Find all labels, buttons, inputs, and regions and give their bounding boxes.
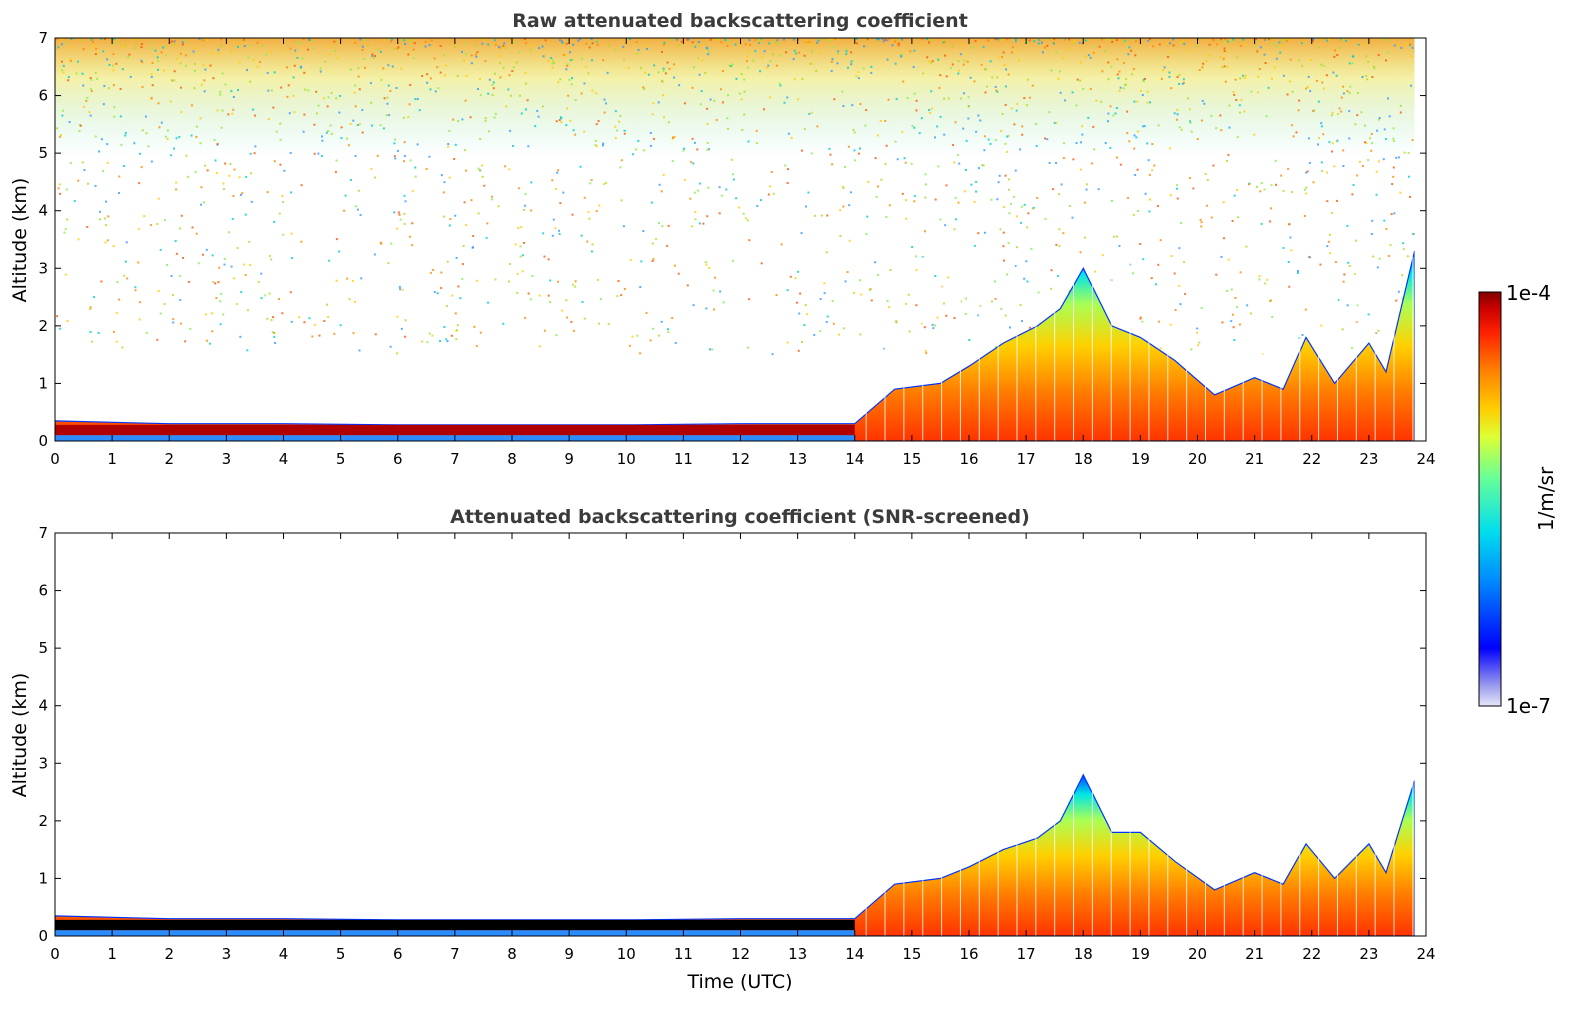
colorbar-max-label: 1e-4 <box>1506 281 1551 305</box>
shallow-layer-core <box>55 424 855 436</box>
plot-frame-screened <box>54 532 1427 937</box>
x-tick-label: 8 <box>507 945 517 963</box>
x-tick-label: 18 <box>1074 450 1093 468</box>
y-tick-label: 6 <box>38 87 48 105</box>
x-tick-label: 9 <box>564 450 574 468</box>
y-tick-label: 3 <box>38 754 48 772</box>
heatmap-raw <box>55 38 1426 441</box>
x-tick-label: 4 <box>279 450 289 468</box>
data-gaps <box>865 751 1414 936</box>
x-tick-label: 9 <box>564 945 574 963</box>
no-data-strip <box>1414 38 1426 441</box>
y-tick-label: 5 <box>38 639 48 657</box>
y-tick-label: 7 <box>38 29 48 47</box>
x-tick-label: 0 <box>50 945 60 963</box>
no-data-strip <box>1414 533 1426 936</box>
heatmap-screened <box>55 533 1426 936</box>
x-tick-label: 20 <box>1188 945 1207 963</box>
x-tick-label: 21 <box>1245 945 1264 963</box>
x-tick-label: 24 <box>1416 945 1435 963</box>
x-tick-label: 4 <box>279 945 289 963</box>
data-gaps <box>865 256 1414 441</box>
shallow-layer-core <box>55 919 855 931</box>
y-tick-label: 7 <box>38 524 48 542</box>
x-tick-label: 19 <box>1131 450 1150 468</box>
y-tick-label: 6 <box>38 582 48 600</box>
x-tick-label: 7 <box>450 450 460 468</box>
x-tick-label: 1 <box>107 945 117 963</box>
x-tick-label: 12 <box>731 450 750 468</box>
x-tick-label: 14 <box>845 945 864 963</box>
x-tick-label: 10 <box>617 945 636 963</box>
x-tick-label: 23 <box>1359 450 1378 468</box>
y-tick-label: 1 <box>38 374 48 392</box>
boundary-layer-plume <box>55 773 1416 936</box>
colorbar-unit-label: 1/m/sr <box>1534 466 1558 531</box>
axes-screened: 0 1 2 3 4 5 6 7 8 9 10 11 12 13 14 15 16 17 18 19 20 21 22 23 24… <box>38 524 1435 963</box>
y-tick-label: 2 <box>38 812 48 830</box>
y-tick-label: 5 <box>38 144 48 162</box>
x-tick-label: 1 <box>107 450 117 468</box>
panel-raw: Raw attenuated backscattering coefficien… <box>9 10 1436 468</box>
x-tick-label: 16 <box>959 945 978 963</box>
axes-raw: 0 1 2 3 4 5 6 7 8 9 10 11 12 13 14 15 16 17 18 19 20 21 22 23 24… <box>38 29 1435 468</box>
x-tick-label: 6 <box>393 945 403 963</box>
boundary-layer-plume <box>55 250 1416 441</box>
x-tick-label: 0 <box>50 450 60 468</box>
chart-title-screened: Attenuated backscattering coefficient (S… <box>450 506 1030 528</box>
y-tick-label: 2 <box>38 317 48 335</box>
x-tick-label: 18 <box>1074 945 1093 963</box>
y-tick-label: 4 <box>38 697 48 715</box>
x-tick-label: 11 <box>674 450 693 468</box>
x-tick-label: 17 <box>1017 450 1036 468</box>
x-tick-label: 22 <box>1302 450 1321 468</box>
y-tick-label: 0 <box>38 432 48 450</box>
colorbar-min-label: 1e-7 <box>1506 694 1551 718</box>
x-tick-label: 21 <box>1245 450 1264 468</box>
x-tick-label: 16 <box>959 450 978 468</box>
y-tick-label: 4 <box>38 202 48 220</box>
x-tick-label: 7 <box>450 945 460 963</box>
x-tick-label: 24 <box>1416 450 1435 468</box>
panel-screened: Attenuated backscattering coefficient (S… <box>9 506 1436 993</box>
x-tick-label: 11 <box>674 945 693 963</box>
y-axis-label-screened: Altitude (km) <box>9 673 31 798</box>
x-tick-label: 22 <box>1302 945 1321 963</box>
y-axis-label-raw: Altitude (km) <box>9 178 31 303</box>
noise-band <box>55 38 1415 156</box>
x-tick-label: 15 <box>902 945 921 963</box>
colorbar: 1e-4 1e-7 1/m/sr <box>1478 281 1558 718</box>
y-tick-label: 0 <box>38 927 48 945</box>
x-tick-label: 15 <box>902 450 921 468</box>
x-tick-label: 3 <box>222 450 232 468</box>
x-tick-label: 19 <box>1131 945 1150 963</box>
chart-title-raw: Raw attenuated backscattering coefficien… <box>512 10 968 32</box>
colorbar-gradient <box>1478 291 1502 707</box>
x-tick-label: 23 <box>1359 945 1378 963</box>
x-tick-label: 10 <box>617 450 636 468</box>
y-tick-label: 3 <box>38 259 48 277</box>
x-tick-label: 14 <box>845 450 864 468</box>
x-tick-label: 6 <box>393 450 403 468</box>
x-tick-label: 8 <box>507 450 517 468</box>
x-tick-label: 13 <box>788 450 807 468</box>
x-tick-label: 3 <box>222 945 232 963</box>
x-tick-label: 5 <box>336 945 346 963</box>
x-tick-label: 5 <box>336 450 346 468</box>
x-tick-label: 2 <box>164 450 174 468</box>
x-tick-label: 17 <box>1017 945 1036 963</box>
x-tick-label: 2 <box>164 945 174 963</box>
noise-speckle <box>55 38 1416 356</box>
y-tick-label: 1 <box>38 869 48 887</box>
x-tick-label: 13 <box>788 945 807 963</box>
x-axis-label: Time (UTC) <box>686 971 792 993</box>
x-tick-label: 20 <box>1188 450 1207 468</box>
x-tick-label: 12 <box>731 945 750 963</box>
